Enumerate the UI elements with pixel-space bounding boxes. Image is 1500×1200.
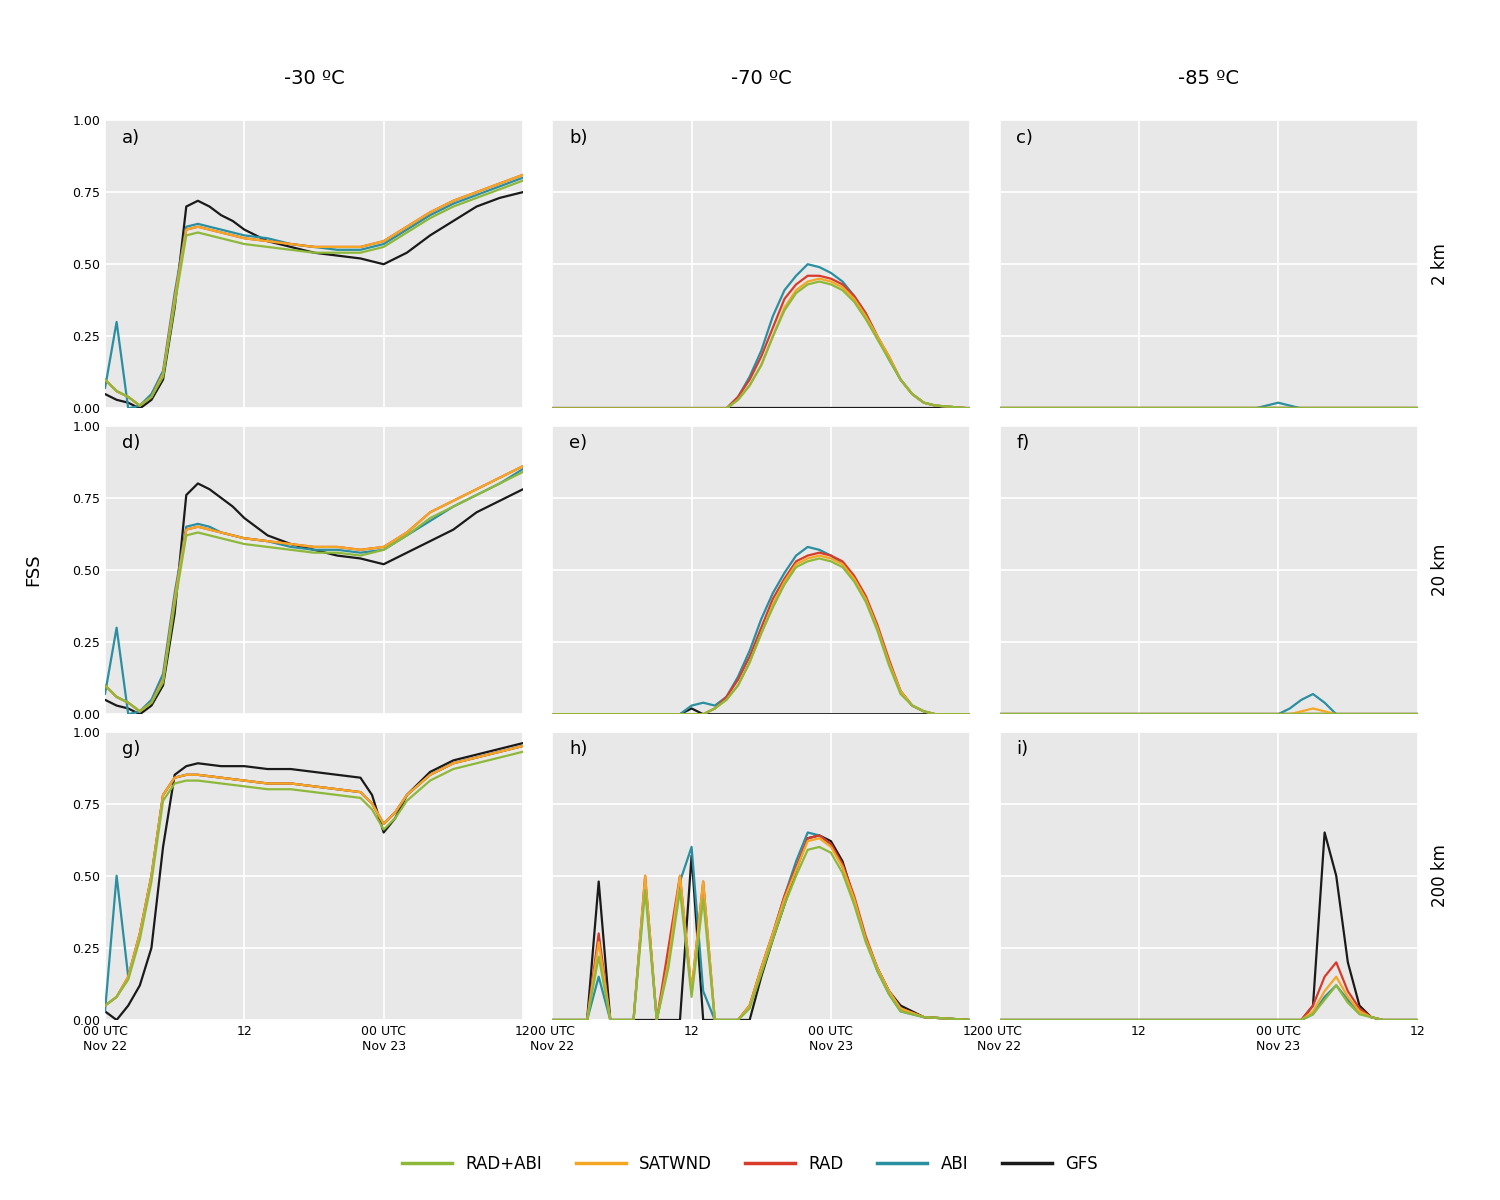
Text: e): e) bbox=[568, 434, 586, 452]
Text: 200 km: 200 km bbox=[1431, 845, 1449, 907]
Text: g): g) bbox=[122, 740, 140, 758]
Text: -70 ºC: -70 ºC bbox=[730, 68, 792, 88]
Text: i): i) bbox=[1016, 740, 1029, 758]
Text: f): f) bbox=[1016, 434, 1029, 452]
Text: d): d) bbox=[122, 434, 140, 452]
Text: -30 ºC: -30 ºC bbox=[284, 68, 345, 88]
Text: c): c) bbox=[1016, 128, 1034, 146]
Legend: RAD+ABI, SATWND, RAD, ABI, GFS: RAD+ABI, SATWND, RAD, ABI, GFS bbox=[396, 1148, 1104, 1180]
Text: 20 km: 20 km bbox=[1431, 544, 1449, 596]
Text: FSS: FSS bbox=[24, 553, 42, 587]
Text: -85 ºC: -85 ºC bbox=[1178, 68, 1239, 88]
Text: a): a) bbox=[122, 128, 140, 146]
Text: h): h) bbox=[568, 740, 588, 758]
Text: 2 km: 2 km bbox=[1431, 244, 1449, 286]
Text: b): b) bbox=[568, 128, 588, 146]
